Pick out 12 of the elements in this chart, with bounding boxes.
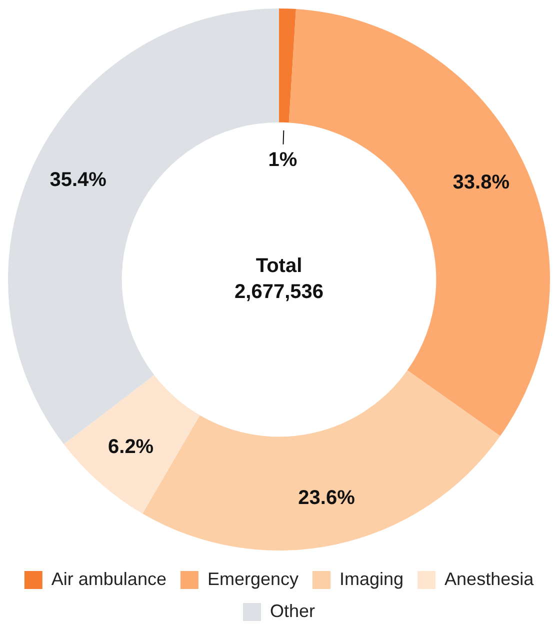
legend-label: Air ambulance	[51, 568, 166, 589]
legend-label: Anesthesia	[444, 568, 535, 589]
data-label: 33.8%	[452, 171, 510, 194]
data-label: 6.2%	[108, 436, 154, 458]
legend-label: Emergency	[207, 568, 299, 589]
data-label: 1%	[268, 148, 298, 171]
legend-label: Imaging	[340, 568, 404, 589]
legend-label: Other	[270, 600, 316, 621]
text: 2,677,536	[234, 281, 324, 304]
data-label: 23.6%	[298, 487, 356, 510]
data-label: 35.4%	[50, 168, 107, 191]
text: Total	[256, 255, 302, 278]
